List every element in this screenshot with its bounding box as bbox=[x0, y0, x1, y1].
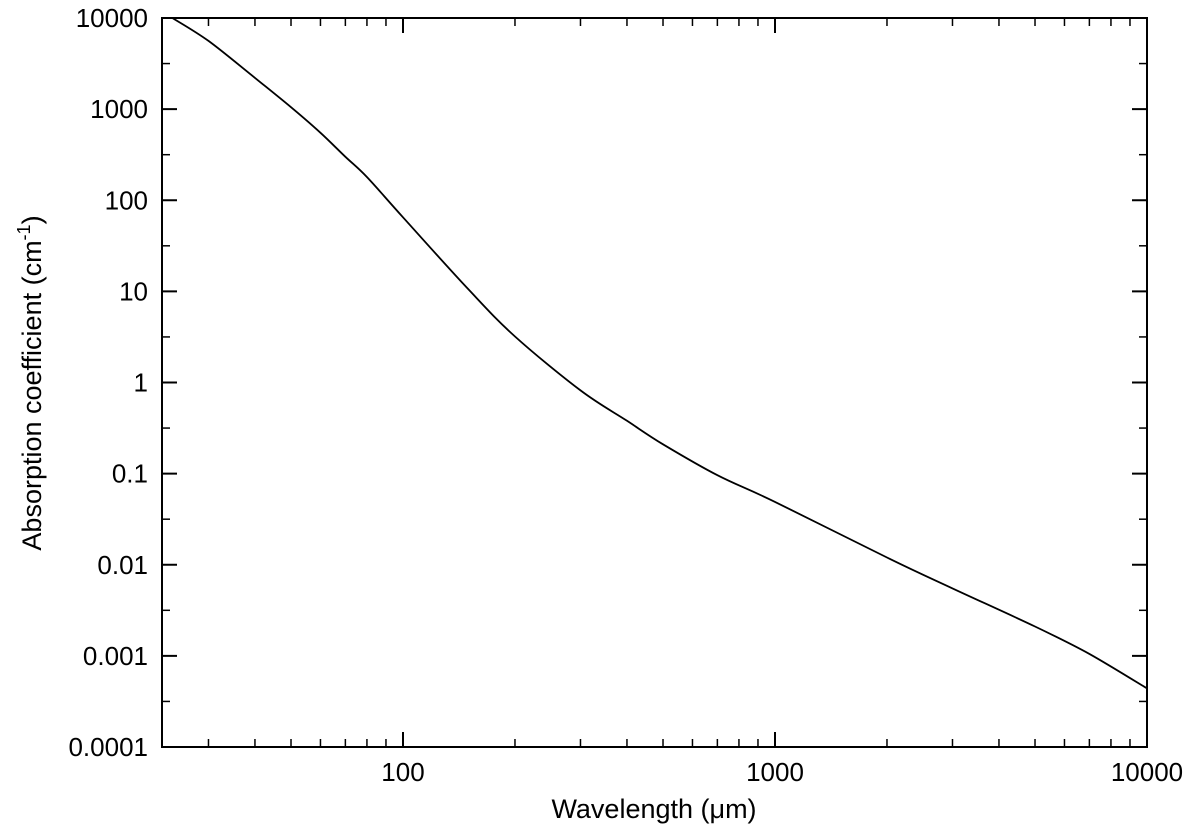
x-axis-title: Wavelength (μm) bbox=[551, 794, 756, 824]
y-axis-title-superscript: -1 bbox=[14, 224, 34, 240]
y-tick-label: 10000 bbox=[76, 3, 148, 33]
y-axis-title-main: Absorption coefficient (cm bbox=[17, 240, 47, 550]
y-tick-label: 0.1 bbox=[112, 459, 148, 489]
x-tick-label: 100 bbox=[381, 757, 424, 787]
y-tick-label: 10 bbox=[119, 276, 148, 306]
y-tick-label: 0.01 bbox=[97, 550, 148, 580]
plot-frame bbox=[161, 17, 1148, 748]
series-line bbox=[171, 17, 1148, 690]
y-tick-label: 100 bbox=[105, 185, 148, 215]
y-tick-label: 0.001 bbox=[83, 641, 148, 671]
y-tick-label: 1000 bbox=[90, 94, 148, 124]
major-ticks bbox=[162, 17, 1148, 748]
tick-labels: 10000 1000 100 10 1 0.1 0.01 0.001 0.0001 100 1000… bbox=[68, 3, 1183, 787]
x-tick-label: 1000 bbox=[746, 757, 804, 787]
x-tick-label: 10000 bbox=[1111, 757, 1183, 787]
minor-ticks bbox=[162, 18, 1147, 747]
y-tick-label: 1 bbox=[134, 368, 148, 398]
y-tick-label: 0.0001 bbox=[68, 732, 148, 762]
y-axis-title-close: ) bbox=[17, 215, 47, 224]
y-axis-title: Absorption coefficient (cm-1) bbox=[14, 215, 47, 550]
